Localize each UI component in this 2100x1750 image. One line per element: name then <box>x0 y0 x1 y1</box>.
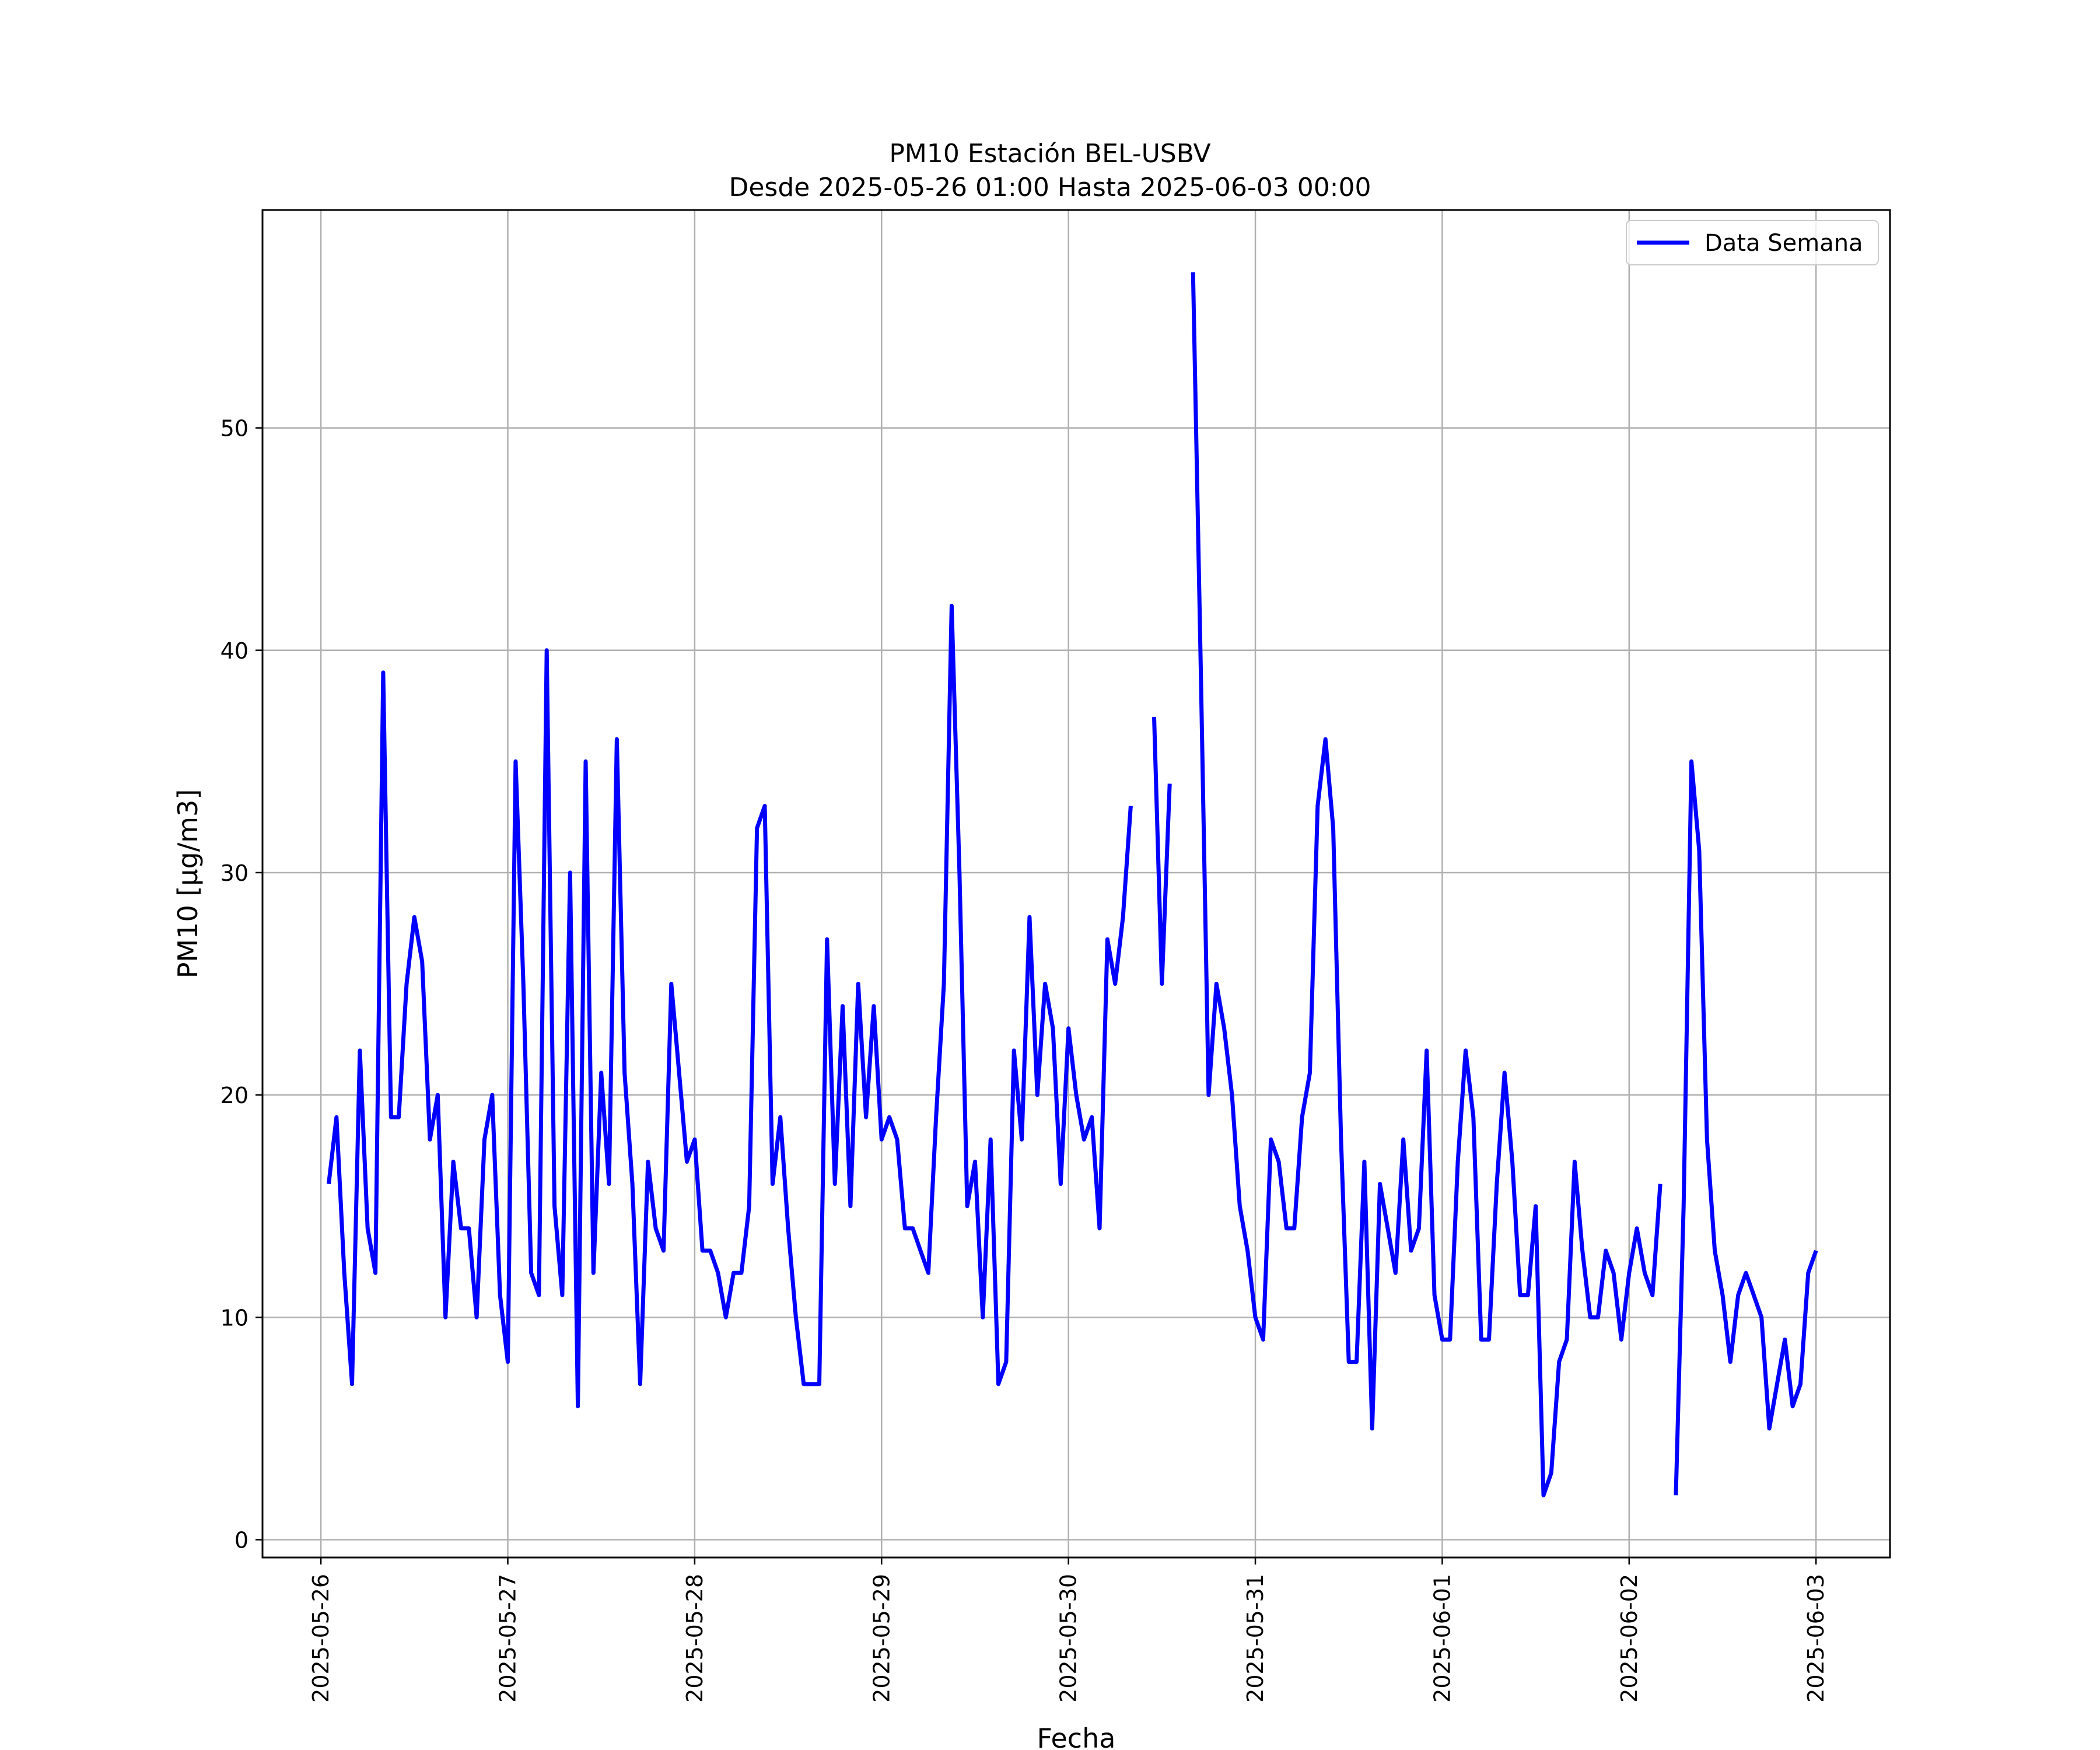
x-tick-label: 2025-05-31 <box>1242 1574 1268 1703</box>
y-tick-label: 0 <box>235 1528 249 1553</box>
chart-title: PM10 Estación BEL-USBV <box>889 139 1210 169</box>
x-tick-label: 2025-05-27 <box>495 1574 521 1703</box>
chart-subtitle: Desde 2025-05-26 01:00 Hasta 2025-06-03 … <box>729 173 1371 202</box>
legend: Data Semana <box>1626 220 1879 265</box>
legend-label: Data Semana <box>1704 230 1863 257</box>
x-tick-label: 2025-06-03 <box>1803 1574 1829 1703</box>
y-tick-label: 40 <box>220 638 249 664</box>
y-tick-label: 20 <box>220 1083 249 1108</box>
x-axis-label: Fecha <box>1037 1723 1116 1750</box>
x-tick-label: 2025-05-26 <box>308 1574 334 1703</box>
x-tick-label: 2025-06-02 <box>1616 1574 1642 1703</box>
series-line-data-semana <box>327 272 1818 1497</box>
plot-frame <box>261 209 1891 1559</box>
x-tick-label: 2025-05-28 <box>682 1574 708 1703</box>
y-tick-label: 10 <box>220 1305 249 1331</box>
y-axis-label: PM10 [μg/m3] <box>172 789 204 979</box>
tick-layer: 0 10 20 30 40 50 2025-05-26 2025-05-27 2025-05-2… <box>220 416 1829 1703</box>
series-layer <box>327 272 1818 1497</box>
x-tick-label: 2025-05-29 <box>869 1574 894 1703</box>
x-tick-label: 2025-06-01 <box>1429 1574 1455 1703</box>
x-tick-label: 2025-05-30 <box>1056 1574 1082 1703</box>
y-tick-label: 30 <box>220 860 249 886</box>
legend-box <box>1626 220 1879 265</box>
y-tick-label: 50 <box>220 416 249 442</box>
